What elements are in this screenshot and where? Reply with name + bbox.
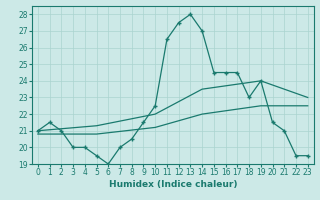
X-axis label: Humidex (Indice chaleur): Humidex (Indice chaleur)	[108, 180, 237, 189]
